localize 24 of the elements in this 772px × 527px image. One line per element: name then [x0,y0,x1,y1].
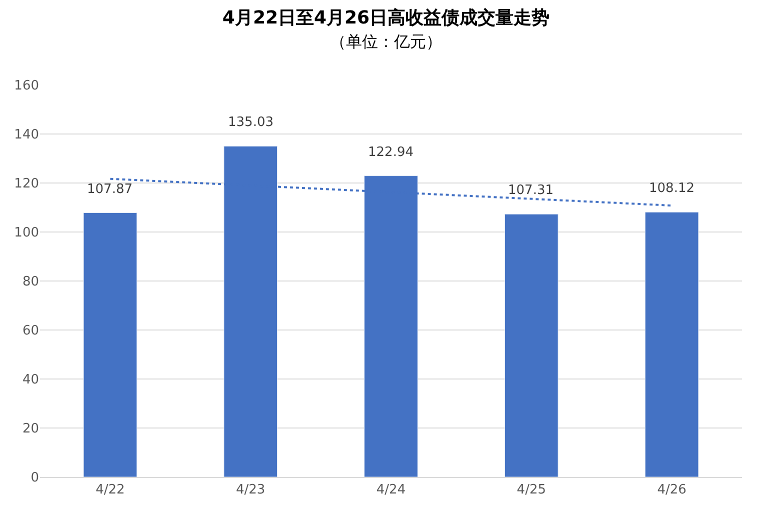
data-label: 107.31 [508,183,554,198]
data-label: 122.94 [368,145,414,160]
chart-subtitle: （单位：亿元） [330,32,442,52]
bar [644,212,699,477]
x-tick-label: 4/26 [657,482,686,498]
y-tick-label: 40 [22,372,39,388]
chart-title: 4月22日至4月26日高收益债成交量走势 [222,8,550,29]
x-tick-label: 4/24 [376,482,406,498]
y-tick-label: 80 [22,274,39,290]
y-tick-label: 120 [14,176,39,192]
x-tick-label: 4/23 [236,482,266,498]
data-label: 108.12 [649,181,694,196]
y-tick-label: 0 [30,470,39,486]
y-tick-label: 60 [22,324,39,339]
bar [504,214,558,477]
bar [83,212,138,477]
data-label: 135.03 [228,115,274,130]
y-tick-label: 160 [14,78,39,94]
y-tick-label: 140 [14,128,39,143]
y-tick-label: 20 [22,422,39,437]
data-label: 107.87 [87,182,132,197]
x-tick-label: 4/25 [516,482,546,498]
x-tick-label: 4/22 [96,482,125,498]
y-tick-label: 100 [14,226,39,241]
